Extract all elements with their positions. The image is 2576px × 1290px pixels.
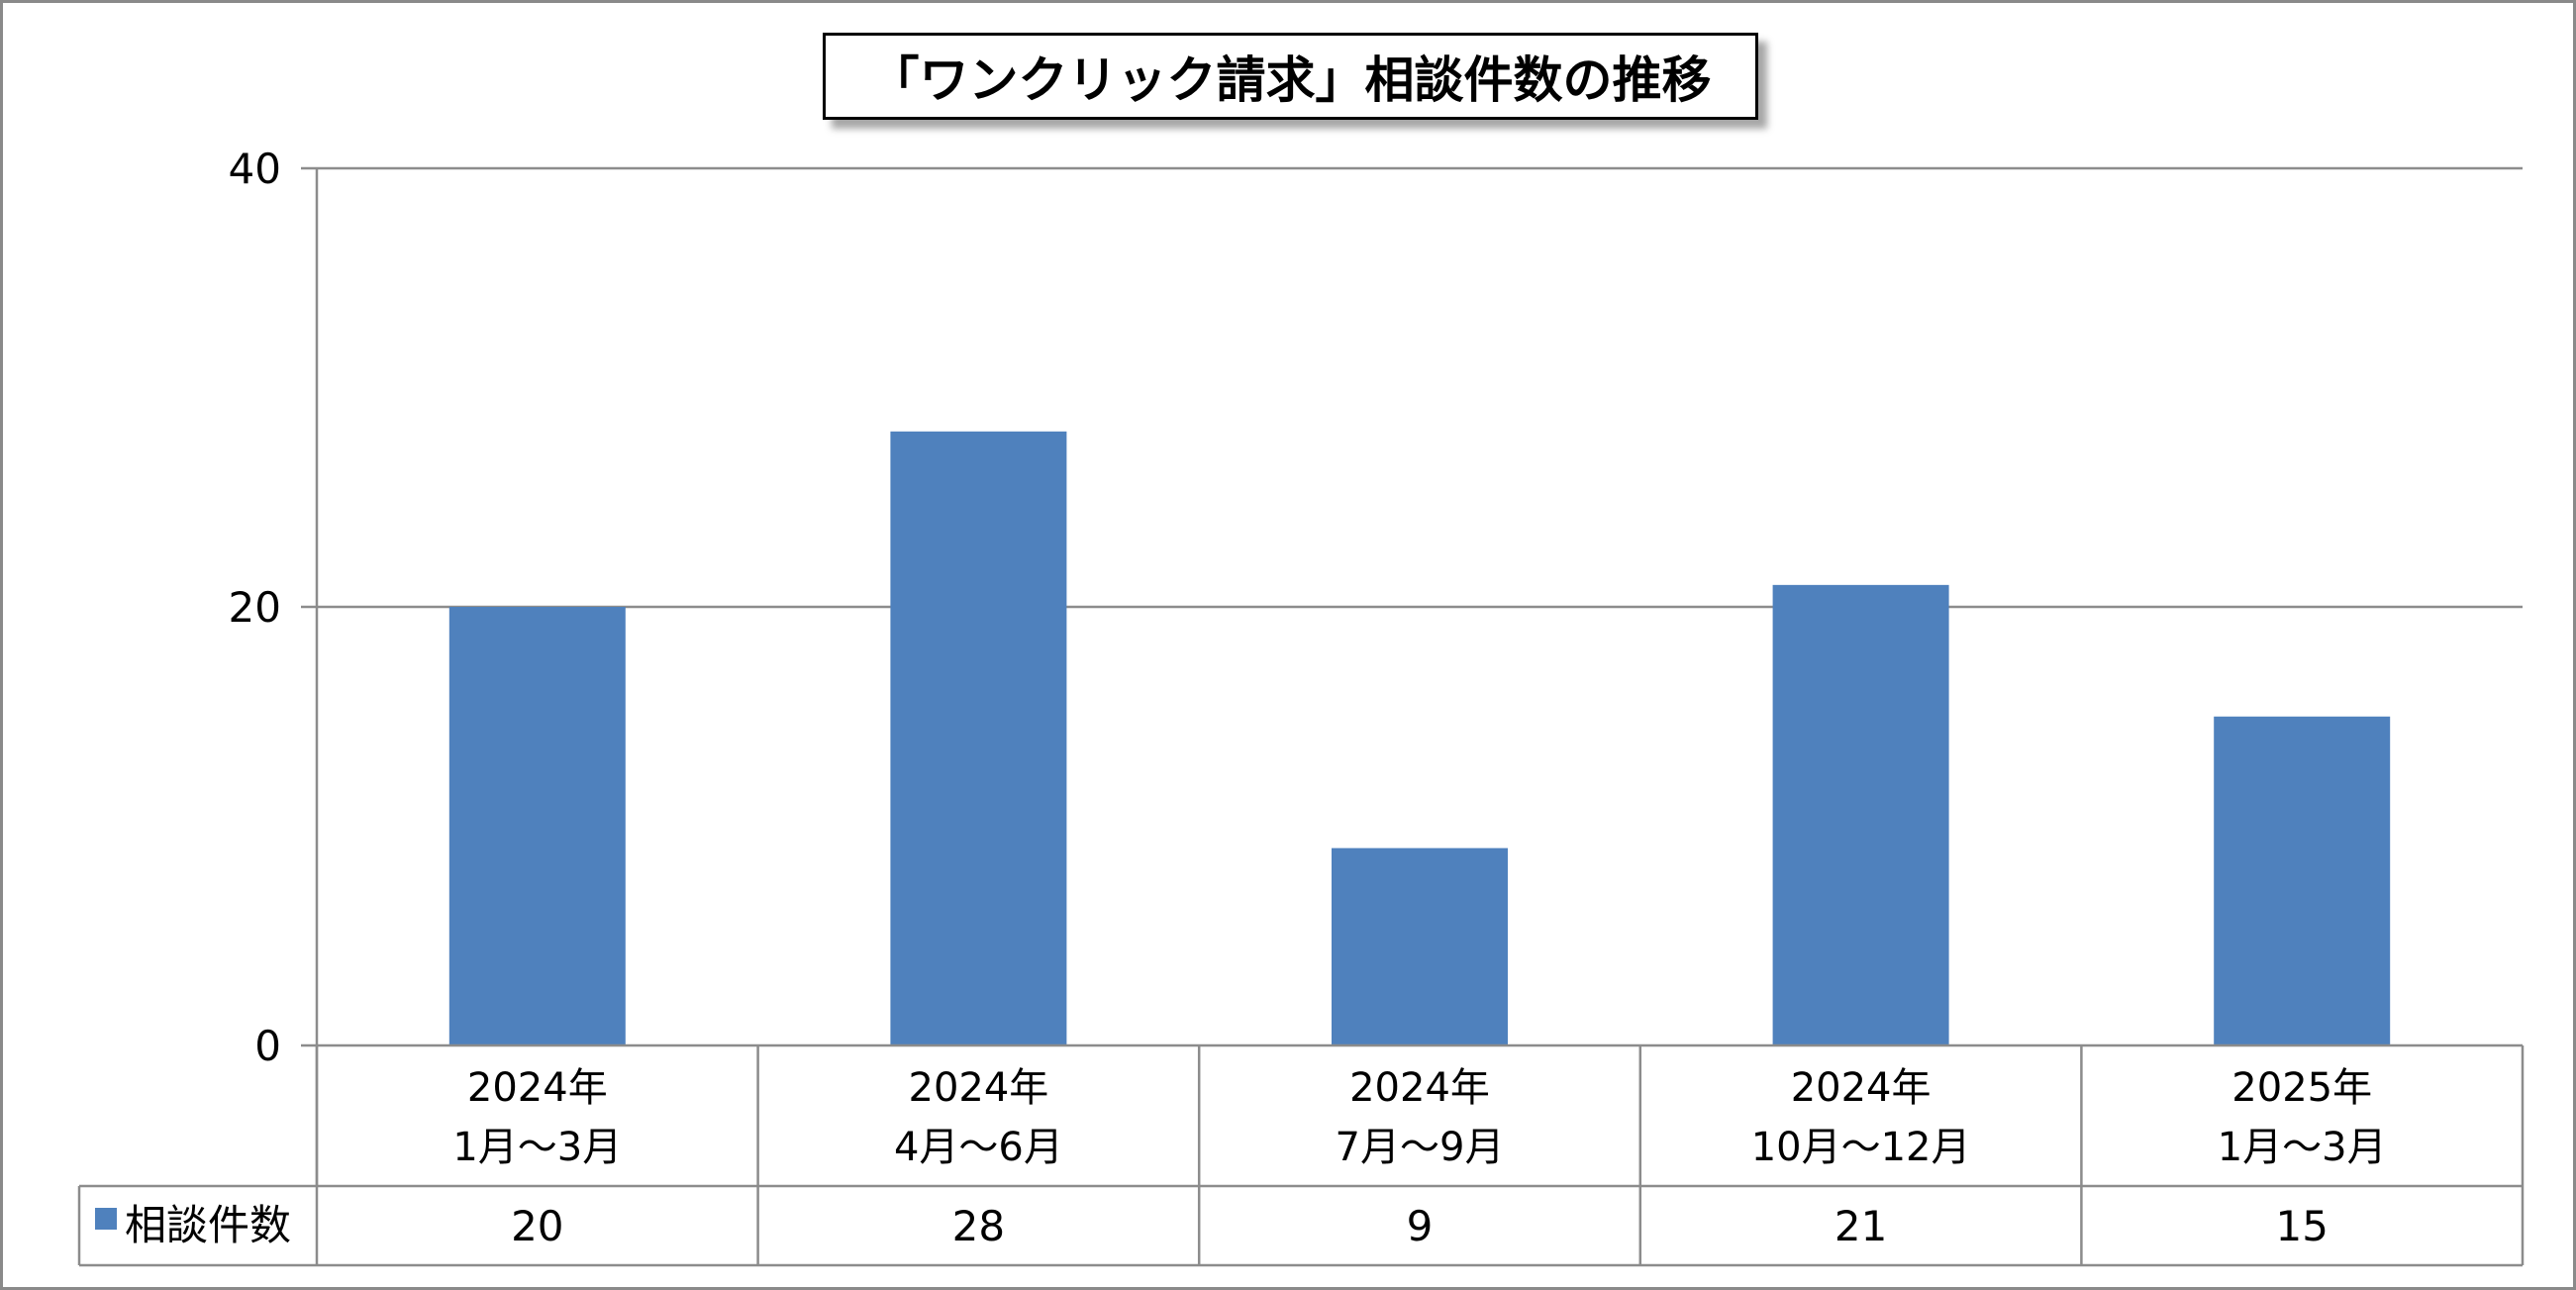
data-value-label: 15 <box>2275 1202 2328 1250</box>
data-value-label: 20 <box>511 1202 563 1250</box>
x-category-label-line2: 1月～3月 <box>452 1125 622 1170</box>
bar <box>2214 716 2391 1045</box>
legend-label: 相談件数 <box>125 1201 291 1249</box>
x-category-label-line1: 2024年 <box>1791 1065 1932 1111</box>
x-category-label-line2: 10月～12月 <box>1751 1125 1971 1170</box>
x-category-label-line1: 2024年 <box>1349 1065 1490 1111</box>
bar <box>1332 847 1508 1045</box>
data-value-label: 21 <box>1834 1202 1887 1250</box>
bar <box>890 431 1067 1045</box>
legend-swatch <box>95 1208 117 1230</box>
y-tick-label: 0 <box>254 1022 281 1070</box>
x-category-label-line1: 2025年 <box>2231 1065 2372 1111</box>
y-tick-label: 20 <box>229 583 281 632</box>
x-category-label-line1: 2024年 <box>909 1065 1049 1111</box>
data-table: 2024年 1月～3月 20 2024年 4月～6月 28 2024年 7月～9月 9 2024年… <box>77 1043 2525 1267</box>
data-value-label: 9 <box>1407 1202 1434 1250</box>
bar <box>1772 584 1949 1045</box>
x-category-label-line1: 2024年 <box>467 1065 608 1111</box>
x-category-label-line2: 4月～6月 <box>894 1125 1063 1170</box>
x-category-label-line2: 7月～9月 <box>1336 1125 1505 1170</box>
bar <box>448 607 626 1045</box>
bars <box>448 431 2391 1045</box>
axes: 0 20 40 <box>229 145 319 1186</box>
data-value-label: 28 <box>952 1202 1005 1250</box>
chart-title: 「ワンクリック請求」相談件数の推移 <box>823 33 1758 120</box>
y-tick-label: 40 <box>229 145 281 193</box>
x-category-label-line2: 1月～3月 <box>2218 1125 2387 1170</box>
gridlines <box>317 166 2523 609</box>
